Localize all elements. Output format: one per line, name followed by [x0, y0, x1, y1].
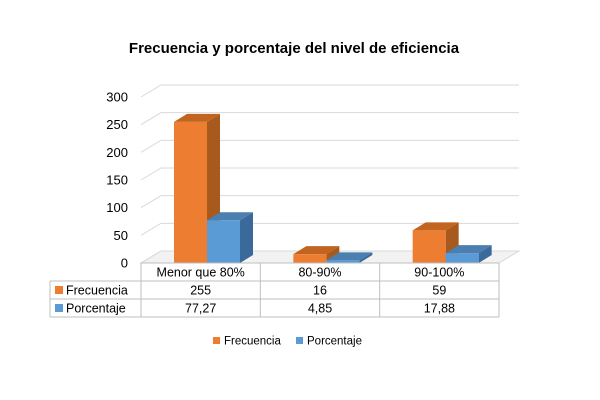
bar-top: [174, 113, 220, 122]
x-category-label: Menor que 80%: [157, 266, 245, 280]
gridline: [140, 222, 519, 236]
bar-top: [412, 222, 459, 231]
table-cell-value: 77,27: [185, 302, 216, 316]
gridline: [140, 84, 519, 98]
gridline: [140, 139, 519, 153]
bar-top: [293, 246, 340, 255]
table-cell-value: 255: [190, 284, 211, 298]
y-tick-label: 250: [106, 117, 128, 132]
bar-porcentaje: [207, 220, 240, 263]
y-tick-label: 50: [114, 228, 128, 243]
bar-side: [359, 252, 373, 263]
bar-porcentaje: [326, 260, 360, 263]
gridline: [140, 167, 519, 181]
table-cell-value: 17,88: [424, 302, 455, 316]
bar-frecuencia: [412, 230, 446, 263]
x-category-label: 80-90%: [298, 266, 341, 280]
table-legend-key: [55, 304, 63, 312]
bar-frecuencia: [174, 121, 207, 264]
y-tick-label: 200: [106, 145, 128, 160]
legend-label: Porcentaje: [307, 336, 362, 348]
y-tick-label: 150: [106, 173, 128, 188]
legend-label: Frecuencia: [224, 336, 281, 348]
gridline: [140, 195, 519, 209]
bar-side: [240, 212, 253, 263]
table-legend-key: [55, 286, 63, 294]
y-tick-label: 0: [121, 256, 128, 271]
bar-porcentaje: [445, 253, 479, 263]
y-tick-label: 300: [106, 90, 128, 105]
legend-swatch: [296, 337, 303, 344]
y-tick-label: 100: [106, 200, 128, 215]
bar-top: [207, 212, 253, 221]
table-cell-value: 4,85: [308, 302, 332, 316]
bar-top: [326, 252, 373, 261]
legend-swatch: [213, 337, 220, 344]
bar-frecuencia: [293, 254, 327, 263]
table-cell-value: 59: [432, 284, 446, 298]
table-series-label: Frecuencia: [66, 284, 128, 298]
chart-title: Frecuencia y porcentaje del nivel de efi…: [128, 40, 460, 57]
table-series-label: Porcentaje: [66, 302, 126, 316]
gridline: [140, 112, 519, 126]
gridline: [140, 250, 519, 264]
bar-top: [445, 245, 492, 254]
x-category-label: 90-100%: [414, 266, 464, 280]
bar-side: [478, 245, 492, 263]
table-cell-value: 16: [313, 284, 327, 298]
